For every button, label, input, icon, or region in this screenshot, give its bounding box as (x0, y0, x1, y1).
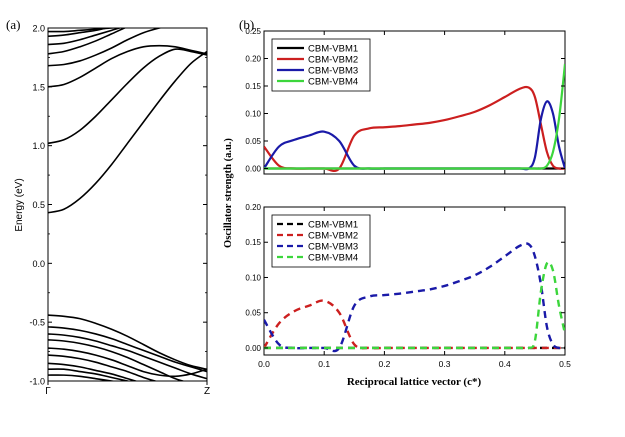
band-line (48, 28, 163, 67)
band-line (48, 314, 207, 371)
band-y-ticks: 2.0 1.5 1.0 0.5 0.0 -0.5 -1.0 (29, 24, 208, 387)
x-tick-label: 0.2 (378, 359, 390, 369)
y-tick-label: 0.05 (245, 137, 261, 146)
band-line (48, 374, 118, 381)
band-line (48, 48, 207, 145)
x-tick-label: 0.5 (559, 359, 571, 369)
band-structure-plot: 2.0 1.5 1.0 0.5 0.0 -0.5 -1.0 Energy (eV) Γ Z (14, 24, 210, 398)
x-tick-label: 0.3 (439, 359, 451, 369)
series-line-cbm-vbm4 (264, 260, 565, 350)
panel-b-label: (b) (239, 17, 254, 32)
oscillator-bottom-plot: 0.000.050.100.150.20 0.0 0.1 0.2 0.3 0.4 0.5 … (245, 203, 571, 369)
legend-label: CBM-VBM4 (308, 77, 358, 88)
series-line-cbm-vbm3 (264, 100, 565, 171)
bottom-x-ticks: 0.0 0.1 0.2 0.3 0.4 0.5 (258, 207, 571, 369)
x-tick-label: 0.4 (499, 359, 511, 369)
panel-a-label: (a) (6, 17, 20, 32)
band-line (48, 333, 207, 380)
band-line (48, 44, 207, 88)
band-y-tick-label: 1.5 (32, 82, 45, 92)
band-y-tick-label: -1.0 (29, 377, 45, 387)
band-y-tick-label: 1.0 (32, 141, 45, 151)
top-y-ticks: 0.00 0.05 0.10 0.15 0.20 0.25 (245, 27, 565, 174)
series-line-cbm-vbm2 (264, 299, 565, 350)
band-y-tick-label: -0.5 (29, 318, 45, 328)
band-line (48, 28, 123, 33)
legend-label: CBM-VBM2 (308, 231, 358, 242)
band-y-axis-label: Energy (eV) (14, 178, 25, 231)
band-y-tick-label: 2.0 (32, 24, 45, 34)
legend-label: CBM-VBM3 (308, 66, 358, 77)
series-line-cbm-vbm4 (264, 63, 565, 170)
band-line (48, 28, 127, 55)
y-tick-label: 0.05 (245, 309, 261, 318)
band-lines (48, 28, 207, 381)
bottom-y-ticks: 0.00 0.05 0.10 0.15 0.20 (245, 203, 565, 353)
legend-label: CBM-VBM3 (308, 242, 358, 253)
legend-label: CBM-VBM1 (308, 220, 358, 231)
y-tick-label: 0.15 (245, 82, 261, 91)
y-tick-label: 0.20 (245, 203, 261, 212)
legend-label: CBM-VBM4 (308, 253, 358, 264)
band-x-tick-gamma: Γ (45, 386, 51, 397)
y-tick-label: 0.20 (245, 55, 261, 64)
x-tick-label: 0.0 (258, 359, 270, 369)
band-line (48, 362, 139, 381)
band-line (48, 347, 207, 378)
y-tick-label: 0.15 (245, 238, 261, 247)
band-line (48, 28, 110, 38)
legend-label: CBM-VBM1 (308, 44, 358, 55)
band-line (48, 354, 158, 381)
oscillator-y-axis-label: Oscillator strength (a.u.) (223, 138, 234, 248)
band-line (48, 28, 123, 46)
band-line (48, 50, 207, 214)
band-y-tick-label: 0.0 (32, 259, 45, 269)
series-line-cbm-vbm2 (264, 85, 565, 173)
x-tick-label: 0.1 (318, 359, 330, 369)
y-tick-label: 0.10 (245, 110, 261, 119)
band-line (48, 368, 207, 381)
y-tick-label: 0.00 (245, 165, 261, 174)
bottom-series-lines (264, 242, 565, 353)
oscillator-top-plot: 0.000.050.100.150.200.25 CBM-VBM1CBM-VBM… (245, 27, 566, 175)
band-y-tick-label: 0.5 (32, 200, 45, 210)
top-x-ticks (263, 31, 566, 174)
bottom-plot-frame (263, 206, 566, 356)
top-plot-frame (263, 30, 566, 175)
y-tick-label: 0.00 (245, 344, 261, 353)
band-x-tick-z: Z (204, 386, 210, 397)
y-tick-label: 0.25 (245, 27, 261, 36)
top-series-lines (264, 63, 565, 173)
band-line (48, 339, 186, 381)
band-line (48, 326, 207, 373)
oscillator-x-axis-label: Reciprocal lattice vector (c*) (347, 376, 482, 388)
legend-label: CBM-VBM2 (308, 55, 358, 66)
y-tick-label: 0.10 (245, 273, 261, 282)
